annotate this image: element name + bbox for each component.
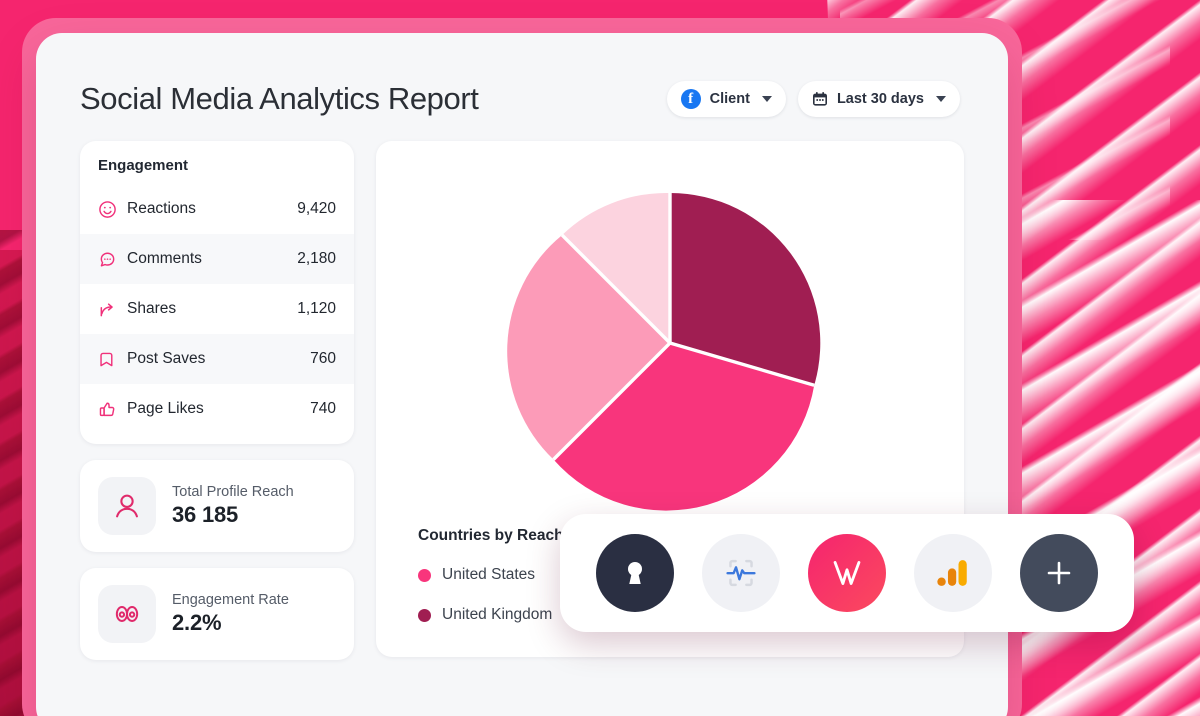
metric-value: 36 185 — [172, 502, 239, 527]
metric-label: Total Profile Reach — [172, 484, 294, 500]
left-column: Engagement Reactions 9,420 — [80, 141, 354, 660]
country-name: United States — [442, 566, 536, 583]
chevron-down-icon — [936, 96, 946, 102]
pie-slice-united-states[interactable] — [553, 343, 815, 511]
engagement-row-label: Reactions — [127, 200, 196, 217]
engagement-row-post-saves[interactable]: Post Saves 760 — [80, 334, 354, 384]
engagement-title: Engagement — [98, 157, 189, 174]
plus-icon — [1047, 561, 1071, 585]
keyhole-icon — [628, 562, 642, 584]
dock-item-pulse[interactable] — [702, 534, 780, 612]
pie-slice-segment-3[interactable] — [507, 235, 670, 460]
engagement-row-label: Page Likes — [127, 400, 204, 417]
chevron-down-icon — [761, 96, 772, 102]
engagement-row-value: 740 — [310, 400, 336, 417]
engagement-card: Engagement Reactions 9,420 — [80, 141, 354, 444]
metric-card-total-profile-reach[interactable]: Total Profile Reach 36 185 — [80, 460, 354, 552]
engagement-row-shares[interactable]: Shares 1,120 — [80, 284, 354, 334]
bookmark-icon — [98, 350, 117, 369]
share-icon — [98, 300, 117, 319]
pulse-icon — [726, 559, 756, 587]
dock-item-google-analytics[interactable] — [914, 534, 992, 612]
metric-label: Engagement Rate — [172, 592, 289, 608]
analytics-icon — [937, 560, 967, 586]
client-selector[interactable]: f Client — [666, 81, 786, 117]
w-logo-icon — [833, 561, 861, 585]
engagement-row-value: 2,180 — [297, 250, 336, 267]
metric-text: Engagement Rate 2.2% — [172, 592, 289, 636]
floating-app-dock — [560, 514, 1134, 632]
metric-value: 2.2% — [172, 610, 222, 635]
date-range-selector[interactable]: Last 30 days — [797, 81, 960, 117]
pie-chart — [400, 159, 940, 513]
dashboard-header: Social Media Analytics Report f Client — [36, 33, 1008, 117]
facebook-icon: f — [680, 89, 701, 109]
engagement-row-reactions[interactable]: Reactions 9,420 — [80, 184, 354, 234]
date-range-label: Last 30 days — [836, 91, 924, 107]
engagement-row-comments[interactable]: Comments 2,180 — [80, 234, 354, 284]
page-title: Social Media Analytics Report — [80, 81, 479, 116]
smiley-icon — [98, 200, 117, 219]
legend-dot — [418, 568, 431, 582]
engagement-row-label: Comments — [127, 250, 202, 267]
pie-chart-svg — [507, 192, 821, 511]
dock-item-add[interactable] — [1020, 534, 1098, 612]
thumbs-up-icon — [98, 400, 117, 419]
header-controls: f Client Last 30 days — [666, 81, 964, 117]
engagement-row-value: 9,420 — [297, 200, 336, 217]
engagement-row-page-likes[interactable]: Page Likes 740 — [80, 384, 354, 434]
comment-icon — [98, 250, 117, 269]
countries-section-title: Countries by Reach — [418, 527, 564, 544]
metric-card-engagement-rate[interactable]: Engagement Rate 2.2% — [80, 568, 354, 660]
pie-slice-segment-4[interactable] — [562, 192, 670, 343]
country-name: United Kingdom — [442, 606, 553, 623]
legend-dot — [418, 608, 431, 622]
metric-text: Total Profile Reach 36 185 — [172, 484, 294, 528]
dock-item-keyhole[interactable] — [596, 534, 674, 612]
pie-slice-separators — [552, 193, 815, 461]
engagement-row-value: 760 — [310, 350, 336, 367]
engagement-row-value: 1,120 — [297, 300, 336, 317]
client-selector-label: Client — [709, 91, 750, 107]
pie-slice-united-kingdom[interactable] — [670, 192, 821, 386]
engagement-row-label: Post Saves — [127, 350, 206, 367]
engagement-row-label: Shares — [127, 300, 177, 317]
dock-item-w-logo[interactable] — [808, 534, 886, 612]
calendar-icon — [812, 91, 828, 107]
eyes-icon — [98, 585, 156, 643]
user-icon — [98, 477, 156, 535]
